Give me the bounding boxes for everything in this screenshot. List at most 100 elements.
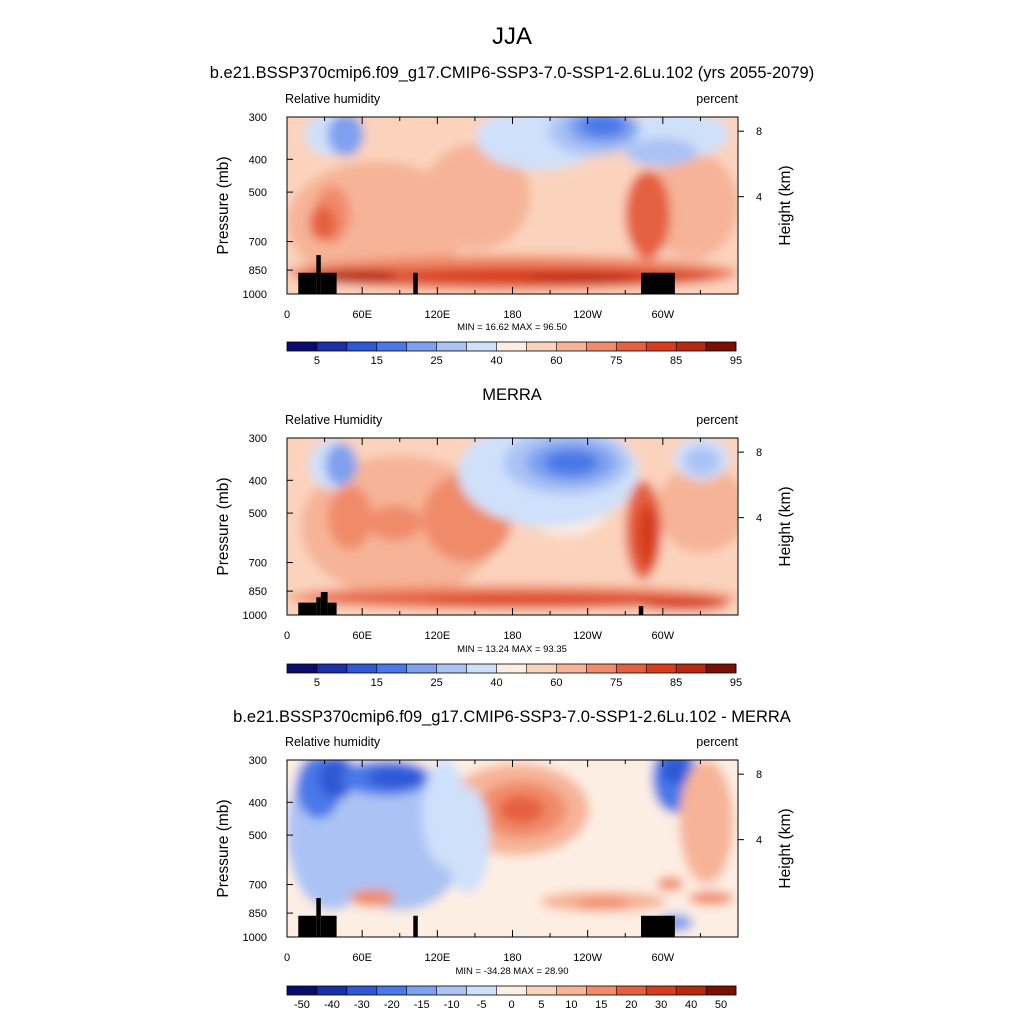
y-tick-label: 400 xyxy=(249,797,267,809)
x-tick-label: 180 xyxy=(503,952,521,964)
contour-region xyxy=(688,890,734,906)
colorbar-swatch xyxy=(556,986,587,995)
colorbar-swatch xyxy=(406,342,437,351)
x-tick-label: 60W xyxy=(652,309,675,321)
contour-region xyxy=(647,152,738,259)
colorbar-label: 5 xyxy=(314,677,320,689)
height-tick-label: 4 xyxy=(756,192,762,204)
height-axis-title: Height (km) xyxy=(777,165,794,245)
x-tick-label: 120E xyxy=(424,630,450,642)
x-tick-label: 60W xyxy=(652,952,675,964)
colorbar-swatch xyxy=(526,342,557,351)
y-tick-label: 300 xyxy=(249,112,267,124)
colorbar-label: -50 xyxy=(294,999,310,1011)
colorbar-swatch xyxy=(436,986,467,995)
y-tick-label: 700 xyxy=(249,880,267,892)
colorbar-swatch xyxy=(616,664,647,673)
x-tick-label: 180 xyxy=(503,309,521,321)
colorbar-swatch xyxy=(406,986,437,995)
units-label: percent xyxy=(696,735,738,749)
colorbar-label: 40 xyxy=(490,355,502,367)
colorbar-swatch xyxy=(496,664,527,673)
topography xyxy=(298,272,317,294)
y-tick-label: 300 xyxy=(249,433,267,445)
colorbar-swatch xyxy=(496,342,527,351)
colorbar-swatch xyxy=(646,342,677,351)
colorbar-label: 60 xyxy=(550,677,562,689)
contour-region xyxy=(350,889,396,907)
colorbar-label: 95 xyxy=(730,355,742,367)
colorbar-label: 15 xyxy=(595,999,607,1011)
panel-title: b.e21.BSSP370cmip6.f09_g17.CMIP6-SSP3-7.… xyxy=(210,64,814,82)
topography xyxy=(413,272,418,294)
colorbar-label: 10 xyxy=(565,999,577,1011)
topography xyxy=(298,915,317,937)
y-axis-title: Pressure (mb) xyxy=(215,799,232,897)
panel-title: MERRA xyxy=(482,386,542,404)
colorbar-label: 15 xyxy=(371,355,383,367)
topography xyxy=(298,602,317,615)
colorbar-swatch xyxy=(556,342,587,351)
colorbar-label: -10 xyxy=(444,999,460,1011)
x-tick-label: 120W xyxy=(573,309,602,321)
contour-region xyxy=(309,205,337,241)
colorbar-swatch xyxy=(676,664,707,673)
y-axis-title: Pressure (mb) xyxy=(215,477,232,575)
colorbar-swatch xyxy=(376,986,408,995)
y-tick-label: 500 xyxy=(249,508,267,520)
variable-label: Relative humidity xyxy=(285,92,381,106)
colorbar-label: 5 xyxy=(314,355,320,367)
y-tick-label: 850 xyxy=(249,586,267,598)
x-tick-label: 60E xyxy=(352,309,372,321)
y-tick-label: 700 xyxy=(249,558,267,570)
y-tick-label: 400 xyxy=(249,475,267,487)
colorbar: 5 15 25 40 60 75 85 95 xyxy=(286,663,742,689)
colorbar-swatch xyxy=(706,986,737,995)
colorbar-label: -15 xyxy=(414,999,430,1011)
colorbar-swatch xyxy=(676,342,707,351)
colorbar-swatch xyxy=(346,664,378,673)
colorbar-label: 75 xyxy=(610,355,622,367)
colorbar-swatch xyxy=(556,664,587,673)
y-tick-label: 700 xyxy=(249,237,267,249)
colorbar-swatch xyxy=(496,986,527,995)
colorbar-label: -5 xyxy=(477,999,487,1011)
height-axis-title: Height (km) xyxy=(777,486,794,566)
colorbar-label: 95 xyxy=(730,677,742,689)
contour-region xyxy=(625,170,671,259)
y-tick-label: 300 xyxy=(249,755,267,767)
colorbar-swatch xyxy=(706,342,737,351)
x-tick-label: 120E xyxy=(424,952,450,964)
min-max-stats: MIN = -34.28 MAX = 28.90 xyxy=(455,966,568,977)
topography xyxy=(413,915,418,937)
y-tick-label: 1000 xyxy=(243,932,267,944)
contour-field xyxy=(287,438,738,615)
height-tick-label: 4 xyxy=(756,835,762,847)
topography xyxy=(320,915,337,937)
colorbar-swatch xyxy=(316,986,348,995)
panel-title: b.e21.BSSP370cmip6.f09_g17.CMIP6-SSP3-7.… xyxy=(233,708,791,726)
y-axis-title: Pressure (mb) xyxy=(215,156,232,254)
colorbar-swatch xyxy=(436,664,467,673)
colorbar-swatch xyxy=(316,342,348,351)
colorbar-swatch xyxy=(466,986,497,995)
colorbar-label: -20 xyxy=(384,999,400,1011)
x-tick-label: 0 xyxy=(284,309,290,321)
colorbar-swatch xyxy=(646,986,677,995)
x-tick-label: 60E xyxy=(352,630,372,642)
contour-region xyxy=(636,503,660,568)
topography xyxy=(327,602,337,615)
height-tick-label: 8 xyxy=(756,769,762,781)
contour-region xyxy=(368,505,423,541)
height-tick-label: 8 xyxy=(756,447,762,459)
topography xyxy=(316,597,321,615)
colorbar-label: 15 xyxy=(371,677,383,689)
x-tick-label: 0 xyxy=(284,630,290,642)
contour-region xyxy=(318,760,355,799)
contour-region xyxy=(656,876,684,891)
x-tick-label: 120W xyxy=(573,630,602,642)
contour-region xyxy=(422,596,693,606)
contour-region xyxy=(422,143,531,250)
colorbar-label: 50 xyxy=(715,999,727,1011)
